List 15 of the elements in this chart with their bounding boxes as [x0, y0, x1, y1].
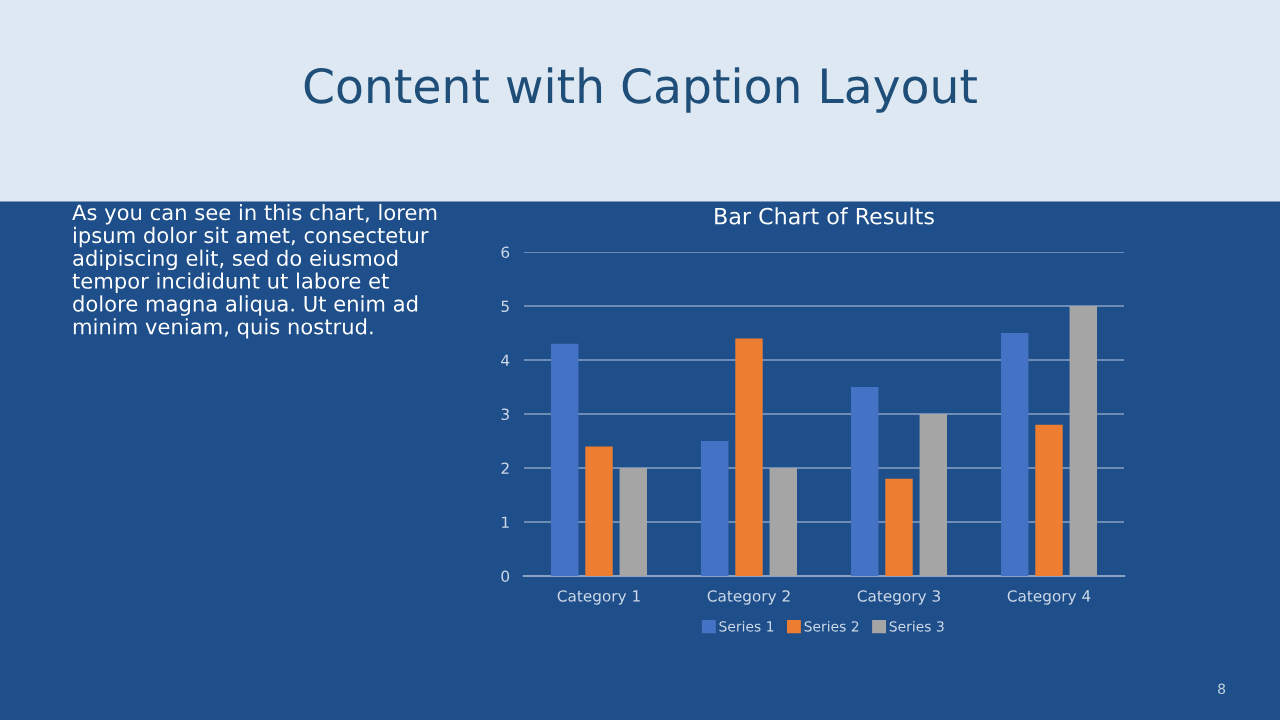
- bar: [1001, 333, 1029, 576]
- bar: [1069, 306, 1097, 576]
- text: Content with Caption Layout: [304, 67, 977, 113]
- bar: [769, 468, 797, 576]
- bar: [551, 343, 579, 576]
- bar: [885, 478, 913, 576]
- text: As you can see in this chart, lorem ipsum dolor sit amet, consectetur adipiscing elit, sed do eiusmod tempor incididunt ut labore et dolore magna aliqua. Ut enim ad minim veniam, quis nostrud.: [72, 204, 437, 339]
- bar: [1035, 424, 1063, 576]
- bar: [851, 387, 879, 576]
- chart-title: Bar Chart of Results: [715, 207, 934, 225]
- bar: [919, 414, 947, 576]
- bar: [735, 338, 763, 576]
- bar: [701, 441, 729, 576]
- bar: [585, 446, 613, 576]
- bar: [619, 468, 647, 576]
